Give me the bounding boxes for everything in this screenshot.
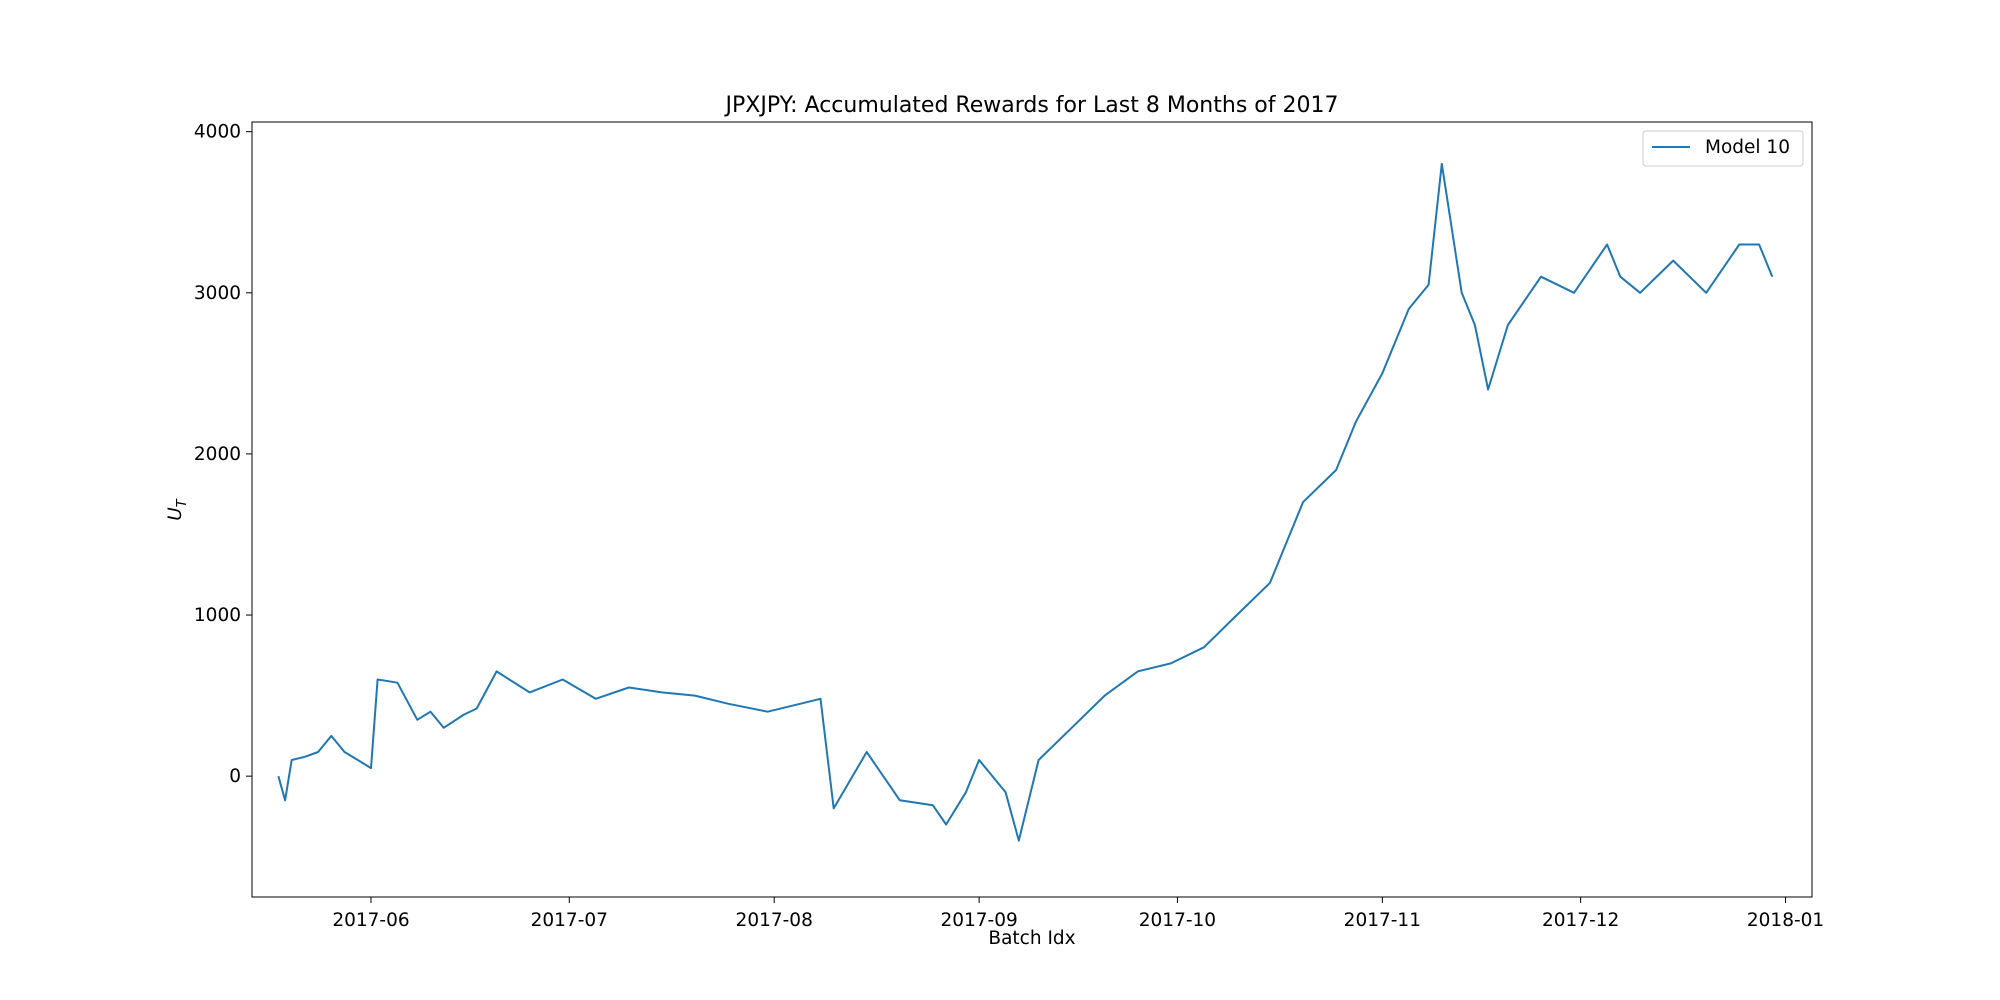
y-tick-label: 2000 [194, 444, 241, 465]
plot-background [252, 122, 1812, 897]
y-axis-label-subscript: T [175, 498, 190, 507]
x-tick-label: 2017-10 [1139, 910, 1216, 931]
chart-title: JPXJPY: Accumulated Rewards for Last 8 M… [724, 93, 1339, 118]
y-axis: 0 1000 2000 3000 4000 [194, 122, 252, 787]
plot-area [251, 121, 1813, 898]
x-tick-label: 2017-08 [736, 910, 813, 931]
x-tick-label: 2018-01 [1747, 910, 1824, 931]
x-tick-label: 2017-12 [1542, 910, 1619, 931]
series-line-model-10 [277, 162, 1774, 842]
legend-label-model-10: Model 10 [1705, 137, 1790, 158]
y-tick-label: 0 [229, 766, 241, 787]
x-tick-label: 2017-06 [332, 910, 409, 931]
x-axis: 2017-06 2017-07 2017-08 2017-09 2017-10 2017-… [332, 897, 1824, 931]
series-layer [277, 162, 1774, 842]
y-tick-label: 4000 [194, 122, 241, 143]
y-axis-label-base: U [165, 507, 186, 521]
x-axis-label: Batch Idx [988, 928, 1075, 949]
y-tick-label: 1000 [194, 605, 241, 626]
y-axis-label: UT [165, 498, 190, 521]
x-tick-label: 2017-11 [1344, 910, 1421, 931]
x-tick-label: 2017-07 [531, 910, 608, 931]
legend-box [1642, 130, 1804, 167]
x-tick-label: 2017-09 [940, 910, 1017, 931]
legend: Model 10 [1642, 130, 1804, 167]
plot-frame [251, 121, 1813, 898]
y-tick-label: 3000 [194, 283, 241, 304]
